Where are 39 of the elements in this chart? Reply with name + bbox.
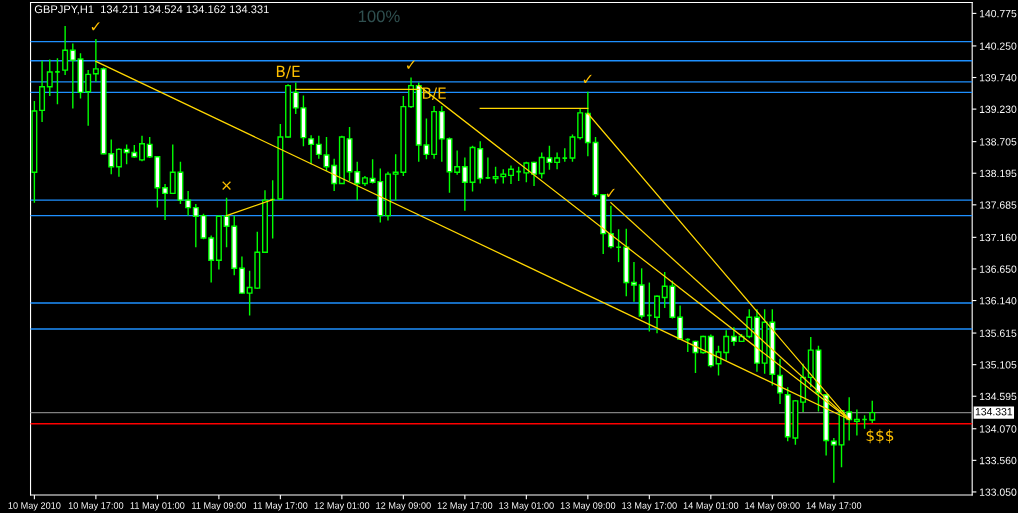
x-tick-label: 14 May 01:00 <box>683 502 739 511</box>
annotation: ✓ <box>406 60 415 69</box>
x-tick-label: 11 May 01:00 <box>130 502 185 511</box>
y-tick-label: 135.615 <box>979 329 1017 337</box>
x-tick-label: 11 May 17:00 <box>253 502 308 511</box>
ref-line-label: 134.331 <box>975 408 1013 416</box>
x-tick-label: 14 May 17:00 <box>806 502 862 511</box>
x-tick-label: 13 May 09:00 <box>560 502 616 511</box>
y-tick-label: 135.105 <box>979 361 1017 369</box>
y-tick-label: 138.195 <box>979 169 1017 178</box>
x-tick-label: 13 May 01:00 <box>499 502 554 511</box>
annotation: $$$ <box>866 429 894 444</box>
annotation: ✓ <box>606 188 615 197</box>
y-tick-label: 138.705 <box>979 138 1017 146</box>
x-tick-label: 12 May 17:00 <box>437 502 493 511</box>
chart-title: GBPJPY,H1 134.211 134.524 134.162 134.331 <box>34 5 269 15</box>
x-tick-label: 12 May 01:00 <box>314 502 370 511</box>
y-tick-label: 140.250 <box>979 42 1017 50</box>
y-tick-label: 133.560 <box>979 456 1017 465</box>
y-tick-label: 134.070 <box>979 425 1017 433</box>
y-tick-label: 140.775 <box>979 9 1017 18</box>
x-tick-label: 13 May 17:00 <box>622 502 677 511</box>
y-tick-label: 137.685 <box>979 201 1017 209</box>
y-tick-label: 133.050 <box>979 488 1017 496</box>
y-tick-label: 136.650 <box>979 265 1017 273</box>
y-tick-label: 134.595 <box>979 392 1017 401</box>
y-tick-label: 136.140 <box>979 297 1017 305</box>
x-tick-label: 14 May 09:00 <box>745 502 800 511</box>
y-tick-label: 137.160 <box>979 233 1017 242</box>
y-tick-label: 139.230 <box>979 105 1017 113</box>
x-tick-label: 10 May 17:00 <box>68 502 124 511</box>
x-tick-label: 11 May 09:00 <box>192 502 246 511</box>
x-tick-label: 12 May 09:00 <box>376 502 431 511</box>
y-tick-label: 139.740 <box>979 74 1017 82</box>
annotation: B/E <box>276 65 300 79</box>
annotation: ✓ <box>91 22 100 31</box>
annotation: 100% <box>358 10 400 23</box>
annotation: × <box>222 181 231 190</box>
x-tick-label: 10 May 2010 <box>8 502 61 511</box>
